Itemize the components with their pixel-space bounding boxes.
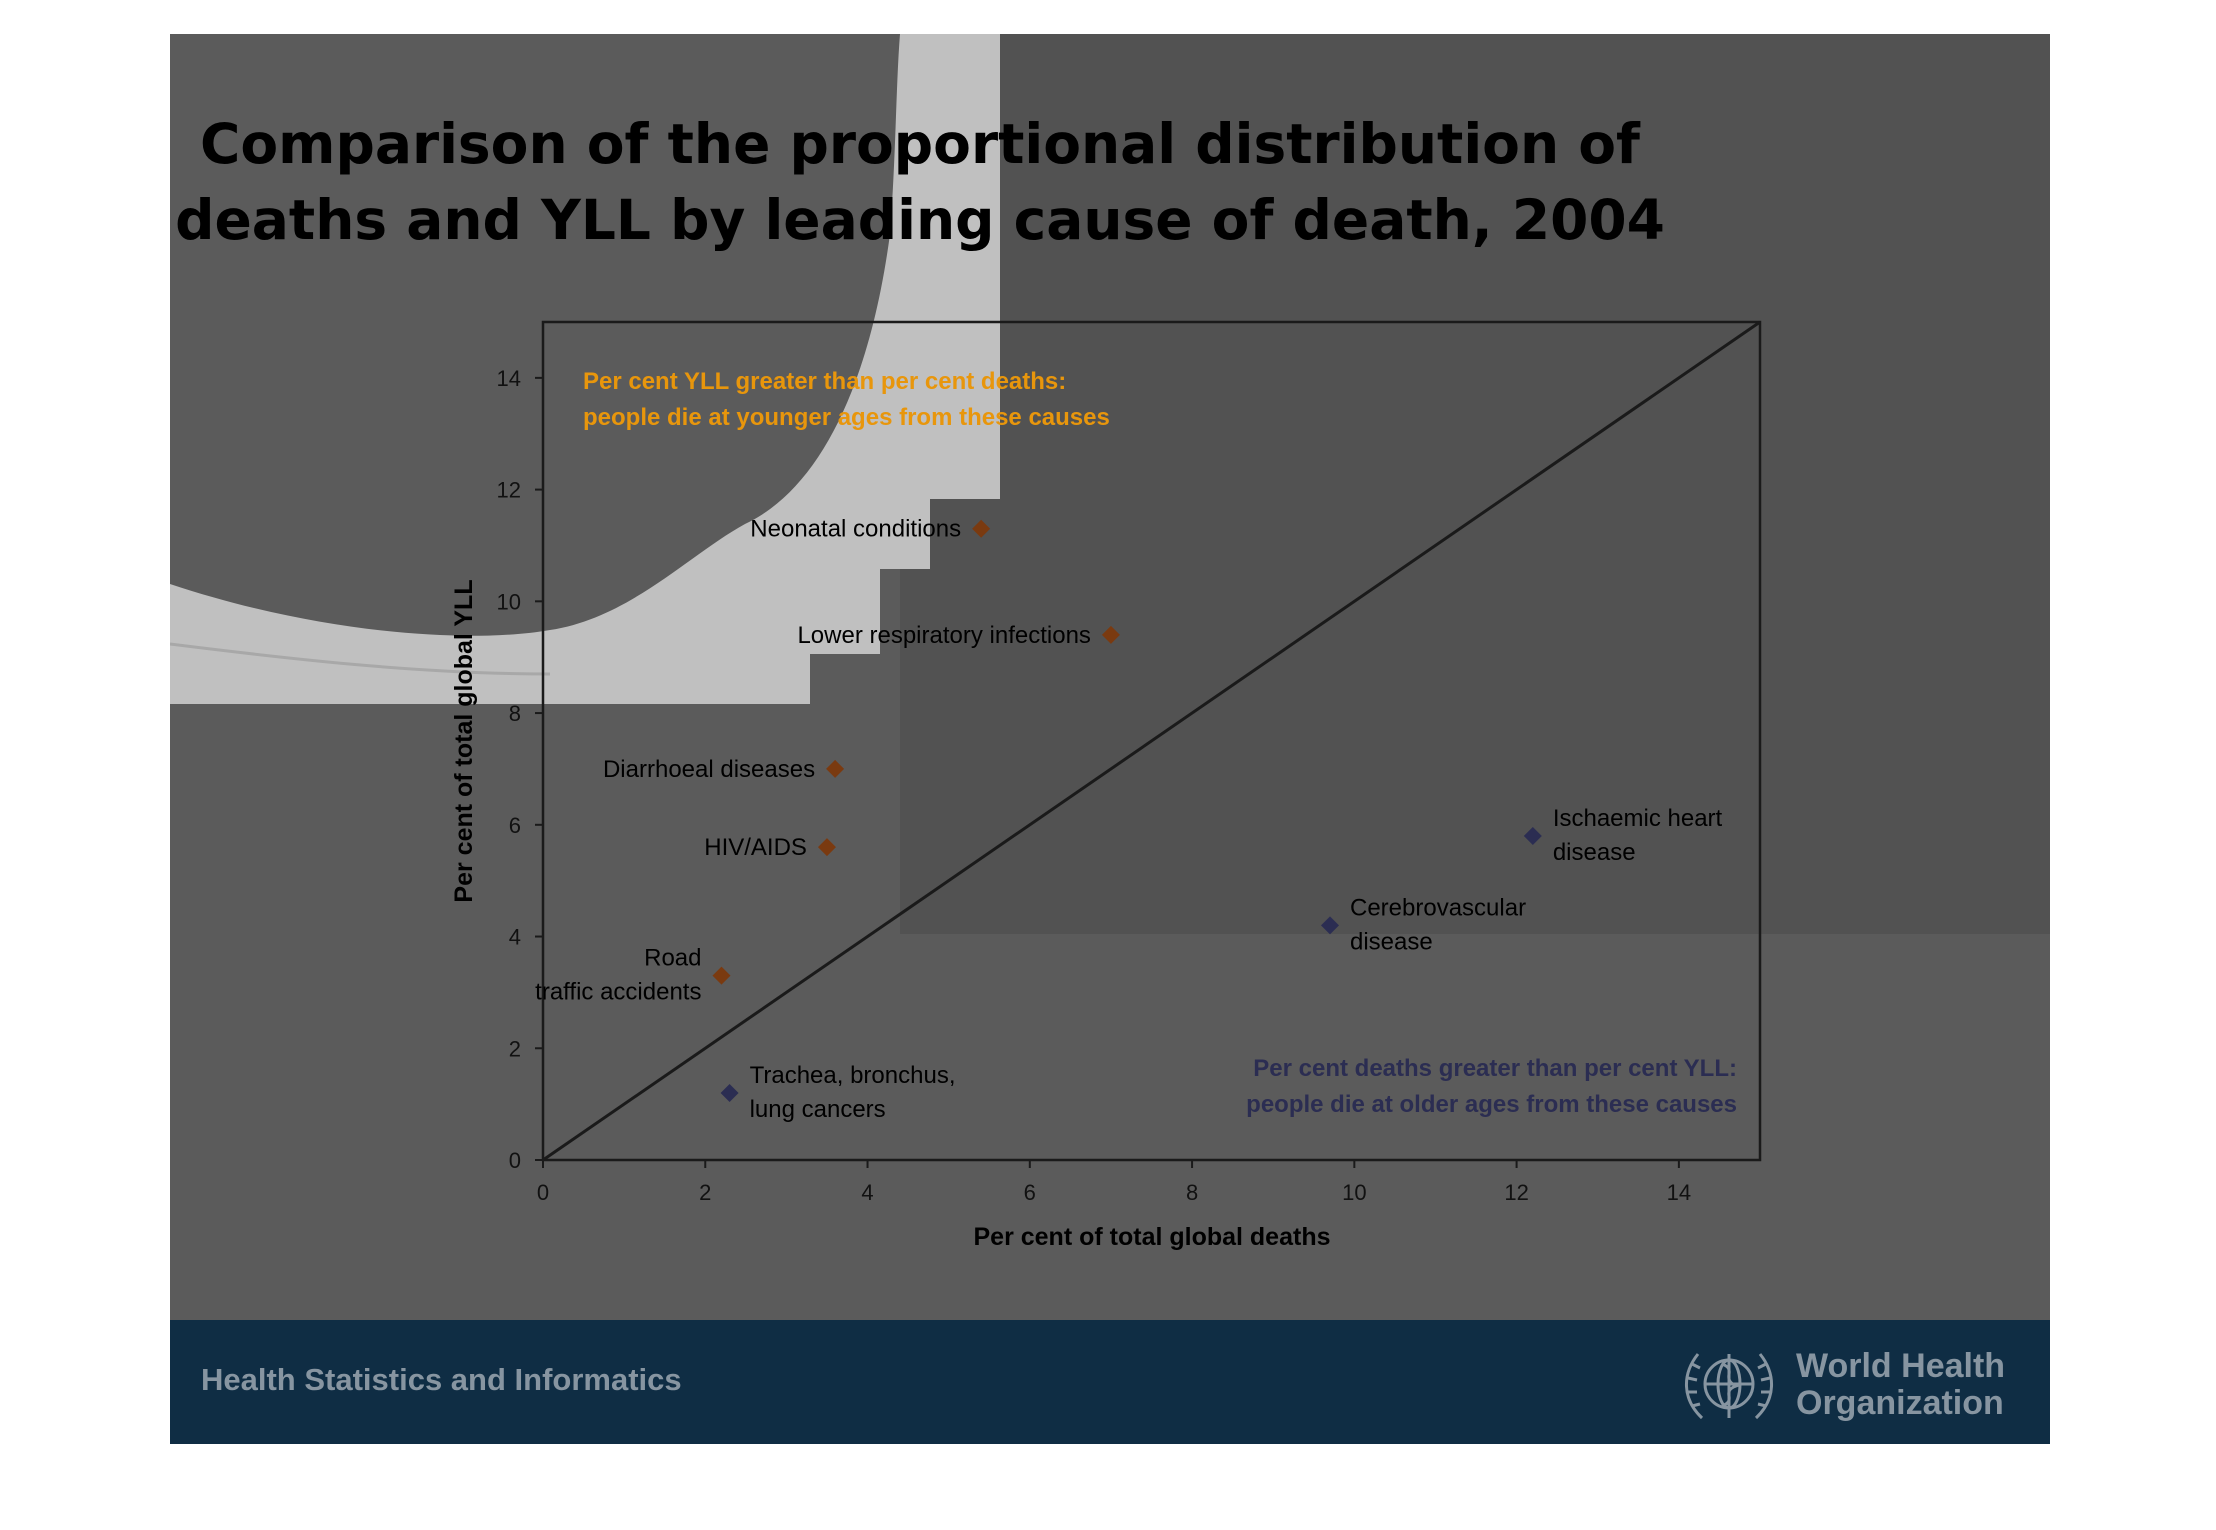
- data-point-label: Cerebrovascular disease: [1350, 894, 1526, 955]
- y-tick-label: 12: [497, 478, 521, 503]
- data-point-label: Lower respiratory infections: [797, 622, 1090, 649]
- slide-title-line-1: Comparison of the proportional distribut…: [200, 112, 1640, 176]
- x-tick-label: 2: [699, 1180, 711, 1205]
- data-point-marker: [972, 519, 991, 538]
- data-point-marker: [1320, 916, 1339, 935]
- x-tick-label: 14: [1667, 1180, 1691, 1205]
- y-tick-label: 8: [509, 701, 521, 726]
- annotation-older-ages-line-1: Per cent deaths greater than per cent YL…: [1253, 1055, 1737, 1082]
- decorative-swoosh-edge: [170, 642, 551, 676]
- annotation-lower-right: Per cent deaths greater than per cent YL…: [1246, 1055, 1737, 1118]
- who-logo: World Health Organization: [1670, 1334, 2030, 1434]
- decorative-swoosh: [170, 34, 1000, 704]
- x-tick-label: 12: [1504, 1180, 1528, 1205]
- x-tick-label: 0: [537, 1180, 549, 1205]
- footer-department-text: Health Statistics and Informatics: [201, 1362, 682, 1397]
- footer-bar: Health Statistics and Informatics World …: [170, 1320, 2050, 1444]
- slide-title: Comparison of the proportional distribut…: [170, 106, 1670, 258]
- data-point-label: Diarrhoeal diseases: [603, 756, 815, 783]
- x-axis-label: Per cent of total global deaths: [974, 1223, 1331, 1251]
- y-tick-label: 14: [497, 366, 521, 391]
- x-tick-label: 8: [1186, 1180, 1198, 1205]
- x-tick-label: 6: [1024, 1180, 1036, 1205]
- y-tick-label: 4: [509, 925, 521, 950]
- data-point-label: Road traffic accidents: [535, 945, 701, 1006]
- who-name-line-2: Organization: [1796, 1384, 2004, 1422]
- data-point-label: Neonatal conditions: [750, 516, 961, 543]
- data-point-label: Ischaemic heart disease: [1553, 805, 1723, 866]
- annotation-younger-ages-line-1: Per cent YLL greater than per cent death…: [583, 368, 1066, 395]
- annotation-upper-left: Per cent YLL greater than per cent death…: [583, 368, 1110, 431]
- data-point-label: HIV/AIDS: [704, 834, 807, 861]
- who-emblem-icon: [1685, 1353, 1773, 1420]
- data-point-marker: [817, 838, 836, 857]
- data-point-marker: [1523, 826, 1542, 845]
- y-tick-label: 0: [509, 1148, 521, 1173]
- slide: Comparison of the proportional distribut…: [170, 34, 2050, 1444]
- y-tick-label: 10: [497, 589, 521, 614]
- annotation-younger-ages-line-2: people die at younger ages from these ca…: [583, 404, 1110, 431]
- data-point-marker: [1101, 625, 1120, 644]
- x-tick-label: 10: [1342, 1180, 1366, 1205]
- data-point-marker: [826, 759, 845, 778]
- y-tick-label: 2: [509, 1036, 521, 1061]
- y-axis-label: Per cent of total global YLL: [450, 579, 478, 902]
- reference-line: [542, 320, 1761, 1162]
- who-name: World Health Organization: [1796, 1348, 2005, 1422]
- slide-title-line-2: deaths and YLL by leading cause of death…: [175, 188, 1665, 252]
- data-point-marker: [712, 966, 731, 985]
- y-tick-label: 6: [509, 813, 521, 838]
- plot-area-frame: [541, 320, 1762, 1162]
- chart-marks: 0 2 4 6 8 10 12 14 0 2 4 6 8 10 12 14 Neonatal condition…: [497, 320, 1761, 1205]
- x-tick-label: 4: [861, 1180, 873, 1205]
- data-point-label: Trachea, bronchus, lung cancers: [750, 1062, 956, 1123]
- who-name-line-1: World Health: [1796, 1347, 2006, 1385]
- data-point-marker: [720, 1083, 739, 1102]
- scatter-chart: 0 2 4 6 8 10 12 14 0 2 4 6 8 10 12 14 Neonatal condition…: [450, 320, 1762, 1251]
- annotation-older-ages-line-2: people die at older ages from these caus…: [1246, 1091, 1737, 1118]
